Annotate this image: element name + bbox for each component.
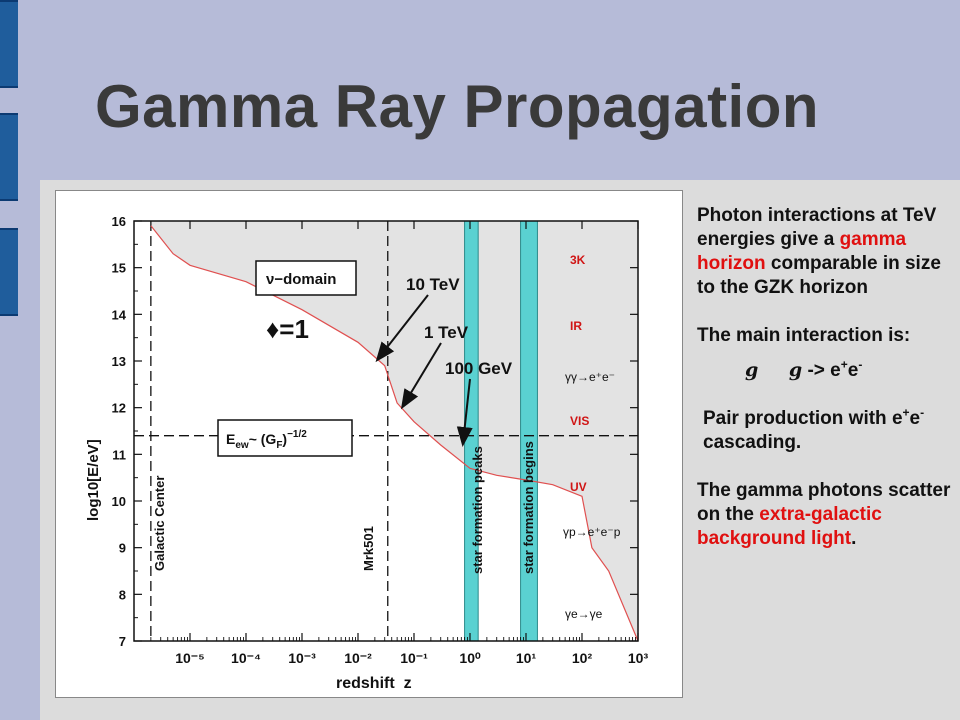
star-formation-band-1 [464, 220, 479, 642]
x-tick-label: 10² [572, 650, 593, 666]
y-tick-label: 14 [112, 307, 127, 322]
gamma-horizon-chart: 7 8 9 10 11 12 13 14 15 16 10⁻⁵ 10⁻⁴ 10⁻³ 10⁻² 10⁻¹ 10⁰… [85, 214, 649, 692]
notes-paragraph-4: The gamma photons scatter on the extra-g… [697, 479, 957, 551]
ew-box [217, 419, 353, 457]
deco-bar-3 [0, 228, 18, 316]
arrow-1tev-label: 1 TeV [424, 323, 469, 342]
eq-plus: + [840, 357, 848, 372]
star-formation-peaks-label: star formation peaks [470, 446, 485, 574]
mrk501-label: Mrk501 [361, 526, 376, 571]
y-tick-label: 15 [112, 261, 126, 276]
deco-bar-2 [0, 113, 18, 201]
x-tick-label: 10⁻³ [288, 650, 316, 666]
galactic-center-label: Galactic Center [152, 476, 167, 571]
eq-arrow: -> e [807, 360, 841, 381]
star-formation-band-2 [520, 220, 538, 642]
arrow-1tev [400, 342, 442, 410]
y-tick-label: 7 [119, 634, 126, 649]
gamma-horizon-highlight: gamma horizon [697, 229, 907, 274]
horizon-shaded-region [150, 221, 639, 641]
notes-p4-period: . [851, 528, 857, 549]
x-tick-label: 10⁻² [344, 650, 372, 666]
x-tick-label: 10⁻¹ [400, 650, 428, 666]
tau-equals-one-label: ♦=1 [266, 314, 309, 344]
process-ge-label: γe→γe [565, 607, 603, 621]
band-vis-label: VIS [570, 414, 589, 428]
band-uv-label: UV [570, 480, 587, 494]
interaction-equation: g g -> e+e- [697, 358, 957, 383]
y-tick-label: 11 [112, 447, 126, 462]
ebl-highlight: extra-galactic background light [697, 504, 882, 549]
eq-gamma-2: g [788, 359, 803, 381]
eq-minus: - [858, 357, 863, 372]
arrow-100gev-label: 100 GeV [445, 359, 513, 378]
p3-minus: - [920, 405, 925, 420]
notes-p3-text: Pair production with e [703, 408, 903, 429]
eq-gamma-1: g [745, 359, 759, 381]
x-tick-label: 10⁻⁵ [175, 650, 205, 666]
y-tick-label: 10 [112, 494, 126, 509]
gamma-horizon-figure: 7 8 9 10 11 12 13 14 15 16 10⁻⁵ 10⁻⁴ 10⁻³ 10⁻² 10⁻¹ 10⁰… [55, 190, 683, 698]
ew-formula: Eew~ (GF)−1/2 [226, 429, 307, 451]
notes-paragraph-1: Photon interactions at TeV energies give… [697, 204, 957, 300]
y-tick-label: 13 [112, 354, 126, 369]
band-ir-label: IR [570, 319, 582, 333]
y-axis-label: log10[E/eV] [85, 439, 102, 521]
process-gp-label: γp→e⁺e⁻p [563, 525, 621, 539]
notes-paragraph-2: The main interaction is: [697, 325, 911, 346]
y-tick-label: 9 [119, 541, 126, 556]
arrow-10tev-label: 10 TeV [406, 275, 460, 294]
y-tick-label: 16 [112, 214, 126, 229]
deco-bar-1 [0, 0, 18, 88]
nu-domain-label: ν−domain [266, 271, 336, 288]
band-3k-label: 3K [570, 253, 586, 267]
star-formation-begins-label: star formation begins [521, 441, 536, 574]
slide-title: Gamma Ray Propagation [95, 73, 820, 140]
notes-paragraph-3: Pair production with e+e- cascading. [697, 407, 957, 455]
nu-domain-box [255, 260, 357, 296]
x-tick-label: 10³ [628, 650, 649, 666]
arrow-10tev [375, 294, 429, 363]
notes-panel: Photon interactions at TeV energies give… [697, 204, 957, 551]
process-gg-label: γγ→e⁺e⁻ [565, 370, 615, 384]
x-tick-label: 10⁻⁴ [231, 650, 261, 666]
p3-e: e [909, 408, 921, 429]
eq-e: e [847, 360, 859, 381]
gamma-horizon-curve [150, 225, 639, 642]
p3-plus: + [902, 405, 910, 420]
x-axis-label: redshift z [336, 675, 412, 692]
notes-p3-text-end: cascading. [703, 432, 802, 453]
y-tick-label: 8 [119, 587, 126, 602]
x-tick-label: 10⁰ [459, 650, 481, 666]
notes-p1-text: Photon interactions at TeV energies give… [697, 205, 937, 250]
arrow-100gev [456, 378, 473, 447]
notes-p4-text: The gamma photons scatter on the [697, 480, 951, 525]
notes-p1-text-end: comparable in size to the GZK horizon [697, 253, 941, 298]
x-tick-label: 10¹ [516, 650, 537, 666]
y-tick-label: 12 [112, 401, 126, 416]
